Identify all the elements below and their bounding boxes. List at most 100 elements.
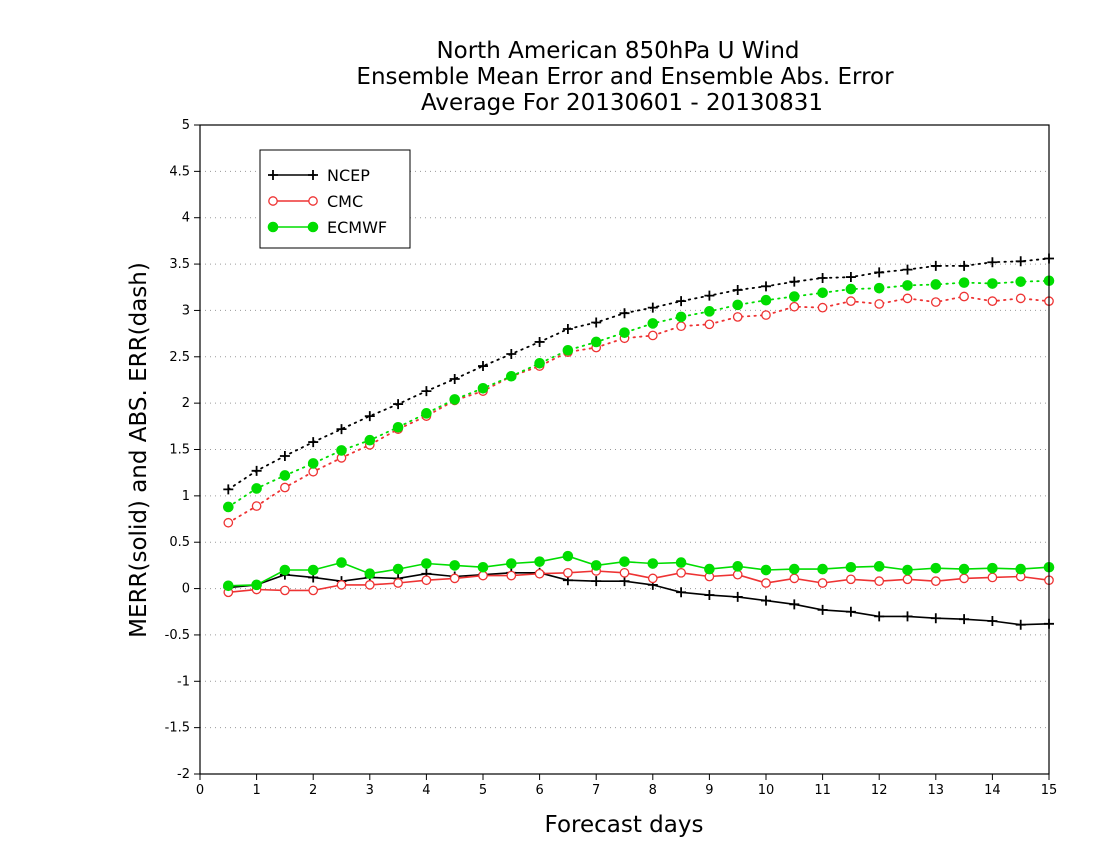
- x-tick-label: 11: [814, 783, 831, 798]
- x-tick-label: 0: [196, 783, 204, 798]
- series-ecmwf: [223, 275, 1055, 592]
- series-cmc-abs-err-point: [789, 301, 800, 312]
- series-ecmwf-merr-point: [873, 561, 885, 572]
- x-tick-label: 13: [928, 783, 945, 798]
- series-ncep-abs-err-point: [647, 302, 658, 313]
- x-tick-label: 12: [871, 783, 888, 798]
- series-ecmwf-abs-err-point: [845, 283, 857, 295]
- series-cmc-abs-err-point: [846, 296, 856, 307]
- series-ecmwf-abs-err-point: [590, 336, 602, 348]
- series-ncep-abs-err-point: [732, 285, 743, 296]
- series-ncep-abs-err-point: [393, 399, 404, 410]
- series-ecmwf-abs-err-point: [336, 445, 347, 456]
- series-ncep-merr-point: [930, 613, 941, 624]
- series-ecmwf-abs-err-point: [704, 306, 715, 317]
- x-tick-label: 5: [479, 783, 487, 798]
- series-ncep-merr-point: [619, 576, 630, 587]
- series-cmc-merr-point: [647, 573, 658, 584]
- series-ncep-abs-err-point: [676, 296, 687, 307]
- series-ncep-abs-err-point: [223, 484, 234, 495]
- series-cmc-merr-point: [449, 573, 460, 584]
- series-ncep-abs-err-point: [845, 272, 856, 283]
- x-tick-label: 1: [252, 783, 260, 798]
- plot-frame: [199, 124, 1050, 775]
- series-cmc-merr-point: [506, 570, 517, 581]
- chart-title-line-2: Ensemble Mean Error and Ensemble Abs. Er…: [356, 64, 894, 90]
- y-tick-label: 1: [182, 489, 190, 504]
- series-ecmwf-merr-point: [562, 550, 574, 562]
- series-cmc-abs-err-point: [959, 291, 969, 302]
- series-cmc-merr-point: [478, 570, 488, 581]
- y-tick-label: 2.5: [169, 350, 190, 365]
- series-cmc-merr-point: [930, 576, 941, 587]
- series-cmc-merr-point: [364, 580, 375, 590]
- legend-marker-ncep: [268, 170, 278, 180]
- y-tick-label: 1.5: [169, 443, 190, 458]
- series-ecmwf-merr-point: [590, 560, 602, 571]
- series-ncep-abs-err-line: [227, 257, 1050, 491]
- series-ncep-abs-err-point: [534, 336, 545, 347]
- series-cmc-merr-point: [732, 569, 743, 580]
- series-ncep-abs-err-point: [817, 272, 828, 283]
- series-ncep-abs-err-point: [591, 317, 602, 328]
- series-ncep-abs-err-point: [1015, 256, 1026, 267]
- legend-marker-cmc: [308, 196, 318, 206]
- y-tick-label: -0.5: [165, 628, 190, 643]
- series-ecmwf-abs-err-point: [1015, 276, 1027, 287]
- series-cmc-abs-err-point: [761, 310, 771, 320]
- series-cmc-merr-point: [563, 567, 573, 578]
- series-ncep-merr-point: [902, 611, 913, 622]
- series-ncep-merr-point: [591, 576, 602, 587]
- y-tick-label: -1.5: [165, 721, 190, 736]
- series-cmc-abs-err-point: [902, 293, 913, 304]
- y-tick-label: 5: [182, 118, 190, 133]
- series-ecmwf-merr-point: [506, 558, 517, 569]
- legend-label-cmc: CMC: [327, 192, 363, 211]
- series-ncep-abs-err-point: [251, 465, 262, 476]
- axes: 54.543.532.521.510.50-0.5-1-1.5-20 1 2 3 4 5 6…: [165, 118, 1058, 798]
- series-cmc-merr-point: [817, 578, 828, 588]
- series-ecmwf-abs-err-point: [251, 483, 262, 494]
- series-cmc-merr-point: [789, 573, 800, 584]
- series-cmc-merr-point: [846, 574, 856, 585]
- series-ecmwf-merr-point: [902, 564, 913, 576]
- series-ecmwf-merr-point: [251, 579, 262, 591]
- series-ncep-abs-err-point: [478, 361, 488, 372]
- legend-label-ncep: NCEP: [327, 166, 370, 185]
- series-ecmwf-abs-err-point: [307, 458, 319, 469]
- series-cmc-abs-err-line: [227, 295, 1050, 524]
- legend-marker-ncep: [308, 170, 318, 180]
- series-ncep-abs-err-point: [336, 424, 347, 435]
- series-ecmwf-merr-point: [930, 562, 942, 574]
- y-tick-label: 0.5: [169, 535, 190, 550]
- series-cmc-merr-point: [421, 575, 432, 586]
- x-axis-label: Forecast days: [545, 812, 704, 838]
- series-ecmwf-abs-err-point: [817, 287, 828, 299]
- series-ncep-merr-point: [845, 606, 856, 617]
- y-tick-label: 2: [182, 396, 190, 411]
- legend-entry-ncep: NCEP: [268, 166, 370, 185]
- x-tick-label: 8: [649, 783, 657, 798]
- series-ncep-abs-err-point: [987, 257, 998, 268]
- series-ncep-merr-point: [959, 614, 970, 625]
- series-cmc-abs-err-point: [676, 321, 686, 332]
- series-ncep-abs-err-point: [959, 260, 970, 271]
- series-ecmwf-merr-point: [477, 561, 489, 573]
- series-ecmwf-abs-err-point: [392, 421, 404, 433]
- legend-box: [259, 149, 411, 249]
- x-tick-label: 9: [705, 783, 713, 798]
- series-ecmwf-merr-point: [987, 562, 998, 574]
- series-ncep-merr-point: [761, 595, 771, 606]
- x-tick-label: 3: [366, 783, 374, 798]
- plot-series: [223, 253, 1055, 630]
- series-ncep-abs-err-point: [562, 323, 573, 334]
- series-ecmwf-abs-err-point: [873, 282, 885, 294]
- series-cmc-merr-point: [308, 585, 319, 596]
- series-ecmwf-merr-point: [647, 558, 659, 569]
- series-cmc-merr-point: [619, 567, 630, 578]
- x-tick-label: 2: [309, 783, 317, 798]
- series-ecmwf-abs-err-point: [789, 291, 800, 302]
- x-tick-label: 14: [984, 783, 1001, 798]
- series-ncep-abs-err-point: [506, 349, 517, 360]
- series-ncep-abs-err-point: [789, 276, 800, 287]
